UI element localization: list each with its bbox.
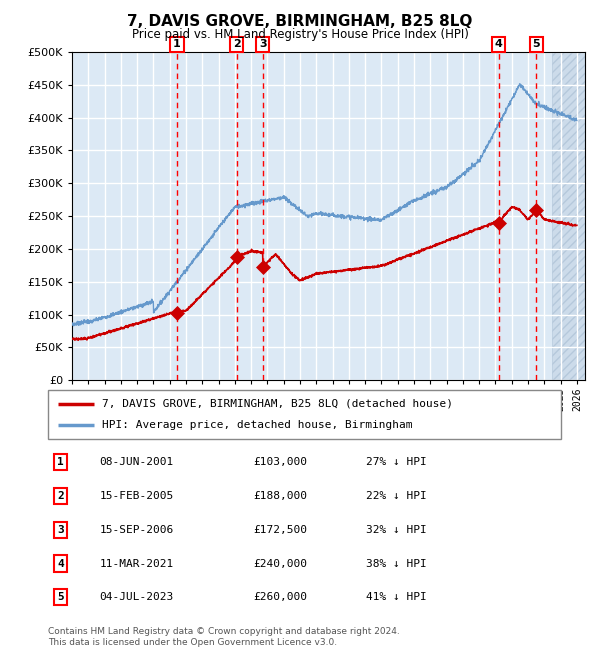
Text: 38% ↓ HPI: 38% ↓ HPI (366, 558, 427, 569)
Text: £240,000: £240,000 (253, 558, 307, 569)
Text: £172,500: £172,500 (253, 525, 307, 535)
Text: 1: 1 (173, 40, 181, 49)
Bar (553, 52, 585, 380)
Text: 4: 4 (494, 40, 502, 49)
Text: 1: 1 (58, 457, 64, 467)
Text: HPI: Average price, detached house, Birmingham: HPI: Average price, detached house, Birm… (102, 420, 412, 430)
Text: 2: 2 (58, 491, 64, 501)
Text: 04-JUL-2023: 04-JUL-2023 (100, 592, 173, 603)
Text: 08-JUN-2001: 08-JUN-2001 (100, 457, 173, 467)
Text: 3: 3 (259, 40, 266, 49)
Text: 15-SEP-2006: 15-SEP-2006 (100, 525, 173, 535)
Text: 4: 4 (58, 558, 64, 569)
Text: £103,000: £103,000 (253, 457, 307, 467)
Text: 3: 3 (58, 525, 64, 535)
Text: 41% ↓ HPI: 41% ↓ HPI (366, 592, 427, 603)
Text: 11-MAR-2021: 11-MAR-2021 (100, 558, 173, 569)
Text: 7, DAVIS GROVE, BIRMINGHAM, B25 8LQ: 7, DAVIS GROVE, BIRMINGHAM, B25 8LQ (127, 14, 473, 29)
Text: 27% ↓ HPI: 27% ↓ HPI (366, 457, 427, 467)
Text: £188,000: £188,000 (253, 491, 307, 501)
Text: Price paid vs. HM Land Registry's House Price Index (HPI): Price paid vs. HM Land Registry's House … (131, 28, 469, 41)
Text: 2: 2 (233, 40, 241, 49)
Text: 22% ↓ HPI: 22% ↓ HPI (366, 491, 427, 501)
Text: 15-FEB-2005: 15-FEB-2005 (100, 491, 173, 501)
Text: 5: 5 (58, 592, 64, 603)
Text: 7, DAVIS GROVE, BIRMINGHAM, B25 8LQ (detached house): 7, DAVIS GROVE, BIRMINGHAM, B25 8LQ (det… (102, 398, 453, 409)
Text: Contains HM Land Registry data © Crown copyright and database right 2024.
This d: Contains HM Land Registry data © Crown c… (48, 627, 400, 647)
Text: 32% ↓ HPI: 32% ↓ HPI (366, 525, 427, 535)
Text: 5: 5 (532, 40, 540, 49)
Text: £260,000: £260,000 (253, 592, 307, 603)
